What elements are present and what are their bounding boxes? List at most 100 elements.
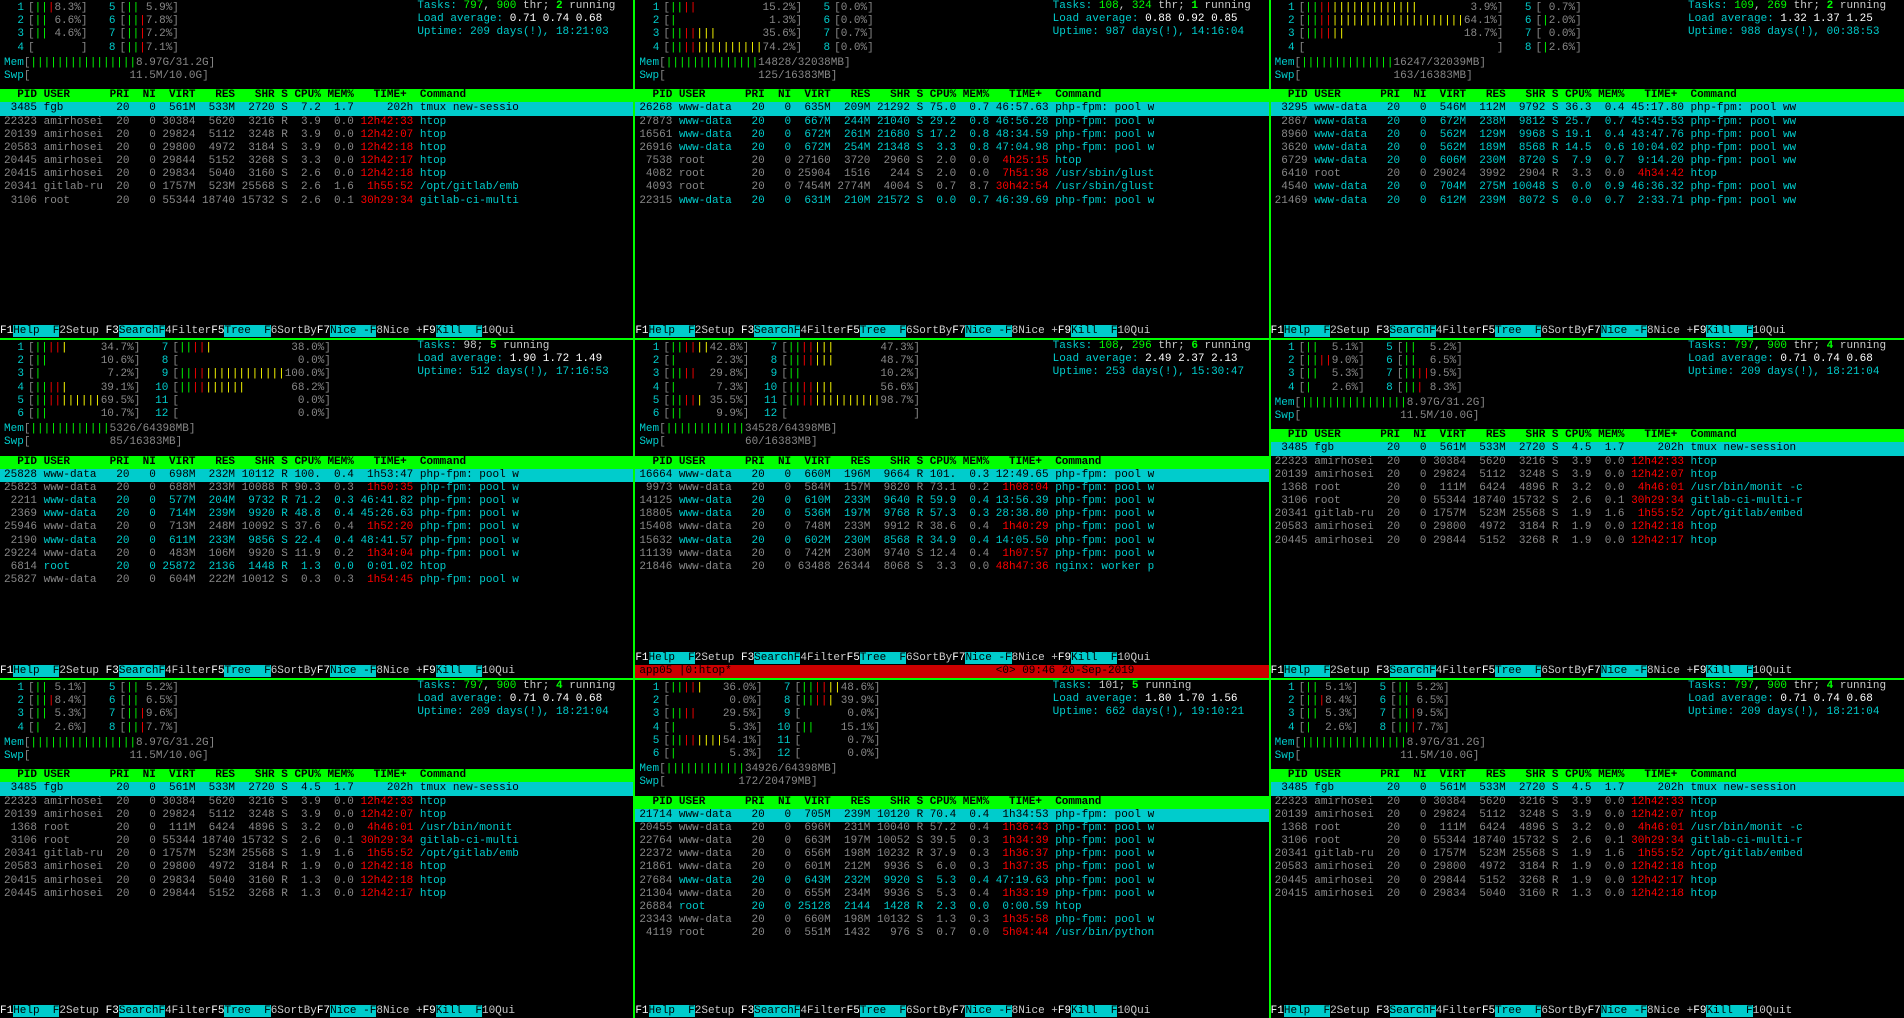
function-keys[interactable]: F1Help F2Setup F3SearchF4FilterF5Tree F6… bbox=[1271, 1005, 1904, 1018]
process-row[interactable]: 15408 www-data 20 0 748M 233M 9912 R 38.… bbox=[635, 521, 1268, 534]
process-row[interactable]: 3106 root 20 0 55344 18740 15732 S 2.6 0… bbox=[1271, 495, 1904, 508]
function-keys[interactable]: F1Help F2Setup F3SearchF4FilterF5Tree F6… bbox=[1271, 665, 1904, 678]
process-row[interactable]: 20415 amirhosei 20 0 29834 5040 3160 R 1… bbox=[0, 875, 633, 888]
process-row[interactable]: 20341 gitlab-ru 20 0 1757M 523M 25568 S … bbox=[1271, 848, 1904, 861]
htop-pane-7[interactable]: 1[|||||36.0%]2[0.0%]3[||||29.5%]4[|5.3%]… bbox=[635, 680, 1268, 1018]
process-row[interactable]: 11139 www-data 20 0 742M 230M 9740 S 12.… bbox=[635, 548, 1268, 561]
process-row[interactable]: 21846 www-data 20 0 63488 26344 8068 S 3… bbox=[635, 561, 1268, 574]
process-header[interactable]: PID USER PRI NI VIRT RES SHR S CPU% MEM%… bbox=[0, 769, 633, 782]
process-row[interactable]: 22372 www-data 20 0 656M 198M 10232 R 37… bbox=[635, 848, 1268, 861]
process-row[interactable]: 20583 amirhosei 20 0 29800 4972 3184 S 3… bbox=[0, 142, 633, 155]
process-list[interactable]: 21714 www-data 20 0 705M 239M 10120 R 70… bbox=[635, 809, 1268, 1005]
function-keys[interactable]: F1Help F2Setup F3SearchF4FilterF5Tree F6… bbox=[0, 665, 633, 678]
process-row-selected[interactable]: 3485 fgb 20 0 561M 533M 2720 S 7.2 1.7 2… bbox=[0, 102, 633, 115]
process-row[interactable]: 22764 www-data 20 0 663M 197M 10052 S 39… bbox=[635, 835, 1268, 848]
process-header[interactable]: PID USER PRI NI VIRT RES SHR S CPU% MEM%… bbox=[1271, 89, 1904, 102]
process-row[interactable]: 6814 root 20 0 25872 2136 1448 R 1.3 0.0… bbox=[0, 561, 633, 574]
process-row-selected[interactable]: 26268 www-data 20 0 635M 209M 21292 S 75… bbox=[635, 102, 1268, 115]
process-row[interactable]: 4119 root 20 0 551M 1432 976 S 0.7 0.0 5… bbox=[635, 927, 1268, 940]
process-row[interactable]: 22323 amirhosei 20 0 30384 5620 3216 S 3… bbox=[1271, 796, 1904, 809]
process-row-selected[interactable]: 3485 fgb 20 0 561M 533M 2720 S 4.5 1.7 2… bbox=[0, 782, 633, 795]
process-row[interactable]: 20445 amirhosei 20 0 29844 5152 3268 R 1… bbox=[0, 888, 633, 901]
process-row[interactable]: 4093 root 20 0 7454M 2774M 4004 S 0.7 8.… bbox=[635, 181, 1268, 194]
process-row[interactable]: 4540 www-data 20 0 704M 275M 10048 S 0.0… bbox=[1271, 181, 1904, 194]
process-row-selected[interactable]: 3485 fgb 20 0 561M 533M 2720 S 4.5 1.7 2… bbox=[1271, 442, 1904, 455]
process-row[interactable]: 25946 www-data 20 0 713M 248M 10092 S 37… bbox=[0, 521, 633, 534]
process-row[interactable]: 14125 www-data 20 0 610M 233M 9640 R 59.… bbox=[635, 495, 1268, 508]
htop-pane-4[interactable]: 1[||||||42.8%]2[|2.3%]3[||||29.8%]4[|7.3… bbox=[635, 340, 1268, 678]
process-row[interactable]: 29224 www-data 20 0 483M 106M 9920 S 11.… bbox=[0, 548, 633, 561]
process-list[interactable]: 25828 www-data 20 0 698M 232M 10112 R 10… bbox=[0, 469, 633, 665]
process-list[interactable]: 26268 www-data 20 0 635M 209M 21292 S 75… bbox=[635, 102, 1268, 325]
process-row[interactable]: 9973 www-data 20 0 584M 157M 9820 R 73.1… bbox=[635, 482, 1268, 495]
process-list[interactable]: 3485 fgb 20 0 561M 533M 2720 S 7.2 1.7 2… bbox=[0, 102, 633, 325]
process-row[interactable]: 1368 root 20 0 111M 6424 4896 R 3.2 0.0 … bbox=[1271, 482, 1904, 495]
process-row-selected[interactable]: 3485 fgb 20 0 561M 533M 2720 S 4.5 1.7 2… bbox=[1271, 782, 1904, 795]
process-row[interactable]: 18805 www-data 20 0 536M 197M 9768 R 57.… bbox=[635, 508, 1268, 521]
process-row[interactable]: 3106 root 20 0 55344 18740 15732 S 2.6 0… bbox=[1271, 835, 1904, 848]
process-row[interactable]: 15632 www-data 20 0 602M 230M 8568 R 34.… bbox=[635, 535, 1268, 548]
htop-pane-5[interactable]: 1[||5.1%]2[||||9.0%]3[||5.3%]4[|2.6%]5[|… bbox=[1271, 340, 1904, 678]
process-row[interactable]: 27684 www-data 20 0 643M 232M 9920 S 5.3… bbox=[635, 875, 1268, 888]
process-row[interactable]: 21861 www-data 20 0 601M 212M 9936 S 6.0… bbox=[635, 861, 1268, 874]
process-row[interactable]: 25827 www-data 20 0 604M 222M 10012 S 0.… bbox=[0, 574, 633, 587]
process-row[interactable]: 23343 www-data 20 0 660M 198M 10132 S 1.… bbox=[635, 914, 1268, 927]
process-row[interactable]: 20583 amirhosei 20 0 29800 4972 3184 R 1… bbox=[0, 861, 633, 874]
process-row[interactable]: 20341 gitlab-ru 20 0 1757M 523M 25568 S … bbox=[1271, 508, 1904, 521]
htop-pane-6[interactable]: 1[||5.1%]2[|||8.4%]3[||5.3%]4[|2.6%]5[||… bbox=[0, 680, 633, 1018]
process-row-selected[interactable]: 21714 www-data 20 0 705M 239M 10120 R 70… bbox=[635, 809, 1268, 822]
process-row[interactable]: 21469 www-data 20 0 612M 239M 8072 S 0.0… bbox=[1271, 195, 1904, 208]
process-header[interactable]: PID USER PRI NI VIRT RES SHR S CPU% MEM%… bbox=[1271, 769, 1904, 782]
process-list[interactable]: 16664 www-data 20 0 660M 196M 9664 R 101… bbox=[635, 469, 1268, 652]
process-row[interactable]: 22315 www-data 20 0 631M 210M 21572 S 0.… bbox=[635, 195, 1268, 208]
htop-pane-0[interactable]: 1[|||8.3%]2[||6.6%]3[||4.6%]4[]5[||5.9%]… bbox=[0, 0, 633, 338]
function-keys[interactable]: F1Help F2Setup F3SearchF4FilterF5Tree F6… bbox=[0, 1005, 633, 1018]
process-row[interactable]: 20415 amirhosei 20 0 29834 5040 3160 S 2… bbox=[0, 168, 633, 181]
process-row[interactable]: 20139 amirhosei 20 0 29824 5112 3248 S 3… bbox=[0, 809, 633, 822]
htop-pane-2[interactable]: 1[|||||||||||||||||3.9%]2[||||||||||||||… bbox=[1271, 0, 1904, 338]
process-row[interactable]: 3620 www-data 20 0 562M 189M 8568 R 14.5… bbox=[1271, 142, 1904, 155]
process-list[interactable]: 3485 fgb 20 0 561M 533M 2720 S 4.5 1.7 2… bbox=[0, 782, 633, 1005]
process-row[interactable]: 6410 root 20 0 29024 3992 2904 R 3.3 0.0… bbox=[1271, 168, 1904, 181]
process-row[interactable]: 20583 amirhosei 20 0 29800 4972 3184 R 1… bbox=[1271, 521, 1904, 534]
process-header[interactable]: PID USER PRI NI VIRT RES SHR S CPU% MEM%… bbox=[0, 456, 633, 469]
process-row[interactable]: 21304 www-data 20 0 655M 234M 9936 S 5.3… bbox=[635, 888, 1268, 901]
process-row[interactable]: 2369 www-data 20 0 714M 239M 9920 R 48.8… bbox=[0, 508, 633, 521]
process-row[interactable]: 2867 www-data 20 0 672M 238M 9812 S 25.7… bbox=[1271, 116, 1904, 129]
process-header[interactable]: PID USER PRI NI VIRT RES SHR S CPU% MEM%… bbox=[635, 796, 1268, 809]
function-keys[interactable]: F1Help F2Setup F3SearchF4FilterF5Tree F6… bbox=[1271, 325, 1904, 338]
process-row[interactable]: 20445 amirhosei 20 0 29844 5152 3268 R 1… bbox=[1271, 535, 1904, 548]
process-row[interactable]: 1368 root 20 0 111M 6424 4896 S 3.2 0.0 … bbox=[1271, 822, 1904, 835]
process-row[interactable]: 22323 amirhosei 20 0 30384 5620 3216 R 3… bbox=[0, 116, 633, 129]
process-row[interactable]: 20415 amirhosei 20 0 29834 5040 3160 R 1… bbox=[1271, 888, 1904, 901]
process-list[interactable]: 3485 fgb 20 0 561M 533M 2720 S 4.5 1.7 2… bbox=[1271, 442, 1904, 665]
process-list[interactable]: 3295 www-data 20 0 546M 112M 9792 S 36.3… bbox=[1271, 102, 1904, 325]
process-row[interactable]: 27873 www-data 20 0 667M 244M 21040 S 29… bbox=[635, 116, 1268, 129]
process-row[interactable]: 20139 amirhosei 20 0 29824 5112 3248 S 3… bbox=[1271, 469, 1904, 482]
function-keys[interactable]: F1Help F2Setup F3SearchF4FilterF5Tree F6… bbox=[635, 325, 1268, 338]
process-row[interactable]: 20341 gitlab-ru 20 0 1757M 523M 25568 S … bbox=[0, 848, 633, 861]
process-row-selected[interactable]: 25828 www-data 20 0 698M 232M 10112 R 10… bbox=[0, 469, 633, 482]
function-keys[interactable]: F1Help F2Setup F3SearchF4FilterF5Tree F6… bbox=[0, 325, 633, 338]
process-row[interactable]: 22323 amirhosei 20 0 30384 5620 3216 S 3… bbox=[1271, 456, 1904, 469]
function-keys[interactable]: F1Help F2Setup F3SearchF4FilterF5Tree F6… bbox=[635, 652, 1268, 665]
process-row[interactable]: 26916 www-data 20 0 672M 254M 21348 S 3.… bbox=[635, 142, 1268, 155]
htop-pane-8[interactable]: 1[||5.1%]2[|||8.4%]3[||5.3%]4[|2.6%]5[||… bbox=[1271, 680, 1904, 1018]
process-header[interactable]: PID USER PRI NI VIRT RES SHR S CPU% MEM%… bbox=[0, 89, 633, 102]
process-row[interactable]: 26884 root 20 0 25128 2144 1428 R 2.3 0.… bbox=[635, 901, 1268, 914]
function-keys[interactable]: F1Help F2Setup F3SearchF4FilterF5Tree F6… bbox=[635, 1005, 1268, 1018]
process-header[interactable]: PID USER PRI NI VIRT RES SHR S CPU% MEM%… bbox=[1271, 429, 1904, 442]
process-row-selected[interactable]: 3295 www-data 20 0 546M 112M 9792 S 36.3… bbox=[1271, 102, 1904, 115]
process-row[interactable]: 20139 amirhosei 20 0 29824 5112 3248 S 3… bbox=[1271, 809, 1904, 822]
process-row[interactable]: 20445 amirhosei 20 0 29844 5152 3268 R 1… bbox=[1271, 875, 1904, 888]
process-row[interactable]: 20139 amirhosei 20 0 29824 5112 3248 R 3… bbox=[0, 129, 633, 142]
process-row[interactable]: 22323 amirhosei 20 0 30384 5620 3216 S 3… bbox=[0, 796, 633, 809]
process-row[interactable]: 8960 www-data 20 0 562M 129M 9968 S 19.1… bbox=[1271, 129, 1904, 142]
process-row[interactable]: 1368 root 20 0 111M 6424 4896 S 3.2 0.0 … bbox=[0, 822, 633, 835]
process-header[interactable]: PID USER PRI NI VIRT RES SHR S CPU% MEM%… bbox=[635, 89, 1268, 102]
process-row[interactable]: 20583 amirhosei 20 0 29800 4972 3184 R 1… bbox=[1271, 861, 1904, 874]
process-header[interactable]: PID USER PRI NI VIRT RES SHR S CPU% MEM%… bbox=[635, 456, 1268, 469]
process-row[interactable]: 7538 root 20 0 27160 3720 2960 S 2.0 0.0… bbox=[635, 155, 1268, 168]
process-row[interactable]: 16561 www-data 20 0 672M 261M 21680 S 17… bbox=[635, 129, 1268, 142]
htop-pane-1[interactable]: 1[||||15.2%]2[|1.3%]3[|||||||35.6%]4[|||… bbox=[635, 0, 1268, 338]
